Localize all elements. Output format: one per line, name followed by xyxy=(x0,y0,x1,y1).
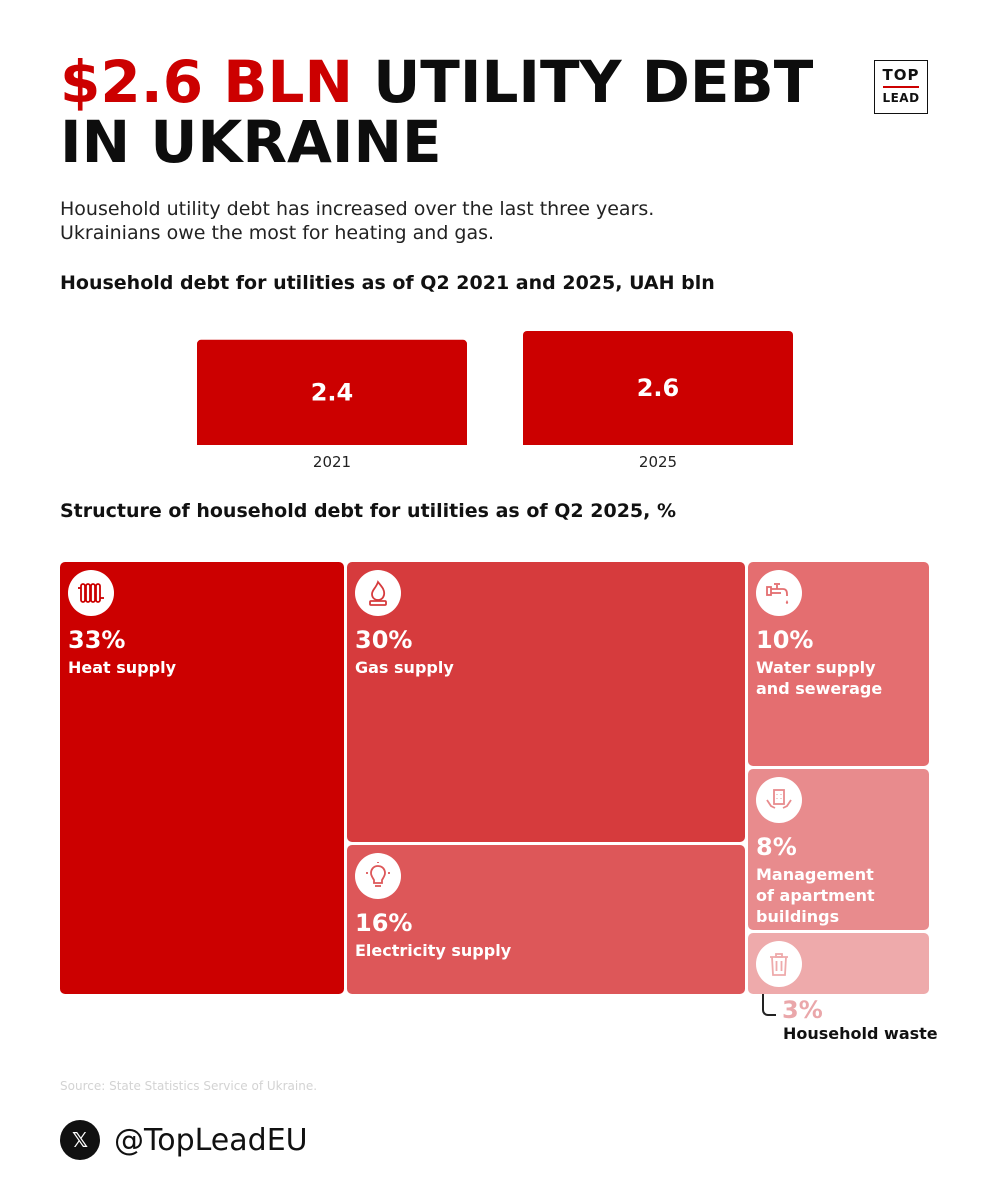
waste-label: Household waste xyxy=(783,1024,938,1043)
electricity-percent: 16% xyxy=(355,909,413,937)
treemap-tile-electricity: 16% Electricity supply xyxy=(347,845,745,994)
waste-callout-line xyxy=(762,994,776,1016)
bar-2025 xyxy=(523,331,793,445)
page-title: $2.6 BLN UTILITY DEBT IN UKRAINE xyxy=(60,52,813,172)
treemap-tile-water: 10% Water supply and sewerage xyxy=(748,562,929,766)
bar-base-2021 xyxy=(197,439,467,445)
lightbulb-icon xyxy=(355,853,401,899)
social-handle[interactable]: 𝕏 @TopLeadEU xyxy=(60,1118,308,1162)
title-line2: IN UKRAINE xyxy=(60,108,442,176)
water-label-line2: and sewerage xyxy=(756,679,883,698)
bar-value-label-2021: 2.4 xyxy=(311,378,354,406)
management-label: Management of apartment buildings xyxy=(756,864,875,927)
bar-base-2025 xyxy=(523,439,793,445)
management-percent: 8% xyxy=(756,833,797,861)
subtitle-line2: Ukrainians owe the most for heating and … xyxy=(60,222,495,244)
treemap-tile-management: 8% Management of apartment buildings xyxy=(748,769,929,930)
bar-2021 xyxy=(197,339,467,445)
trash-bin-icon xyxy=(756,941,802,987)
title-rest: UTILITY DEBT xyxy=(353,48,814,116)
radiator-icon xyxy=(68,570,114,616)
gas-label: Gas supply xyxy=(355,658,454,677)
title-accent: $2.6 BLN xyxy=(60,48,354,116)
gas-percent: 30% xyxy=(355,626,413,654)
treemap-title: Structure of household debt for utilitie… xyxy=(60,500,677,522)
water-label: Water supply and sewerage xyxy=(756,657,882,699)
treemap-tile-waste xyxy=(748,933,929,994)
waste-percent: 3% xyxy=(782,996,823,1024)
heat-percent: 33% xyxy=(68,626,126,654)
logo-top: TOP xyxy=(882,66,920,84)
bar-chart-title: Household debt for utilities as of Q2 20… xyxy=(60,272,715,294)
subtitle: Household utility debt has increased ove… xyxy=(60,197,820,245)
heat-label: Heat supply xyxy=(68,658,176,677)
water-label-line1: Water supply xyxy=(756,658,876,677)
water-percent: 10% xyxy=(756,626,814,654)
treemap: 33% Heat supply 30% Gas supply 16% Elect… xyxy=(60,562,930,994)
logo-divider xyxy=(883,86,919,88)
management-label-line2: of apartment xyxy=(756,886,875,905)
handle-text[interactable]: @TopLeadEU xyxy=(114,1122,308,1158)
management-label-line3: buildings xyxy=(756,907,840,926)
subtitle-line1: Household utility debt has increased ove… xyxy=(60,198,655,220)
building-hands-icon xyxy=(756,777,802,823)
water-tap-icon xyxy=(756,570,802,616)
x-icon[interactable]: 𝕏 xyxy=(60,1120,100,1160)
bar-value-label-2025: 2.6 xyxy=(637,374,680,402)
bar-category-label-2021: 2021 xyxy=(313,453,351,471)
electricity-label: Electricity supply xyxy=(355,941,512,960)
toplead-logo: TOP LEAD xyxy=(874,60,928,114)
management-label-line1: Management xyxy=(756,865,874,884)
source-note: Source: State Statistics Service of Ukra… xyxy=(60,1079,318,1093)
gas-flame-icon xyxy=(355,570,401,616)
treemap-tile-gas: 30% Gas supply xyxy=(347,562,745,842)
bar-category-label-2025: 2025 xyxy=(639,453,677,471)
bar-chart: 2.4 2021 2.6 2025 xyxy=(197,331,793,471)
treemap-tile-heat: 33% Heat supply xyxy=(60,562,344,994)
logo-bottom: LEAD xyxy=(882,91,920,105)
